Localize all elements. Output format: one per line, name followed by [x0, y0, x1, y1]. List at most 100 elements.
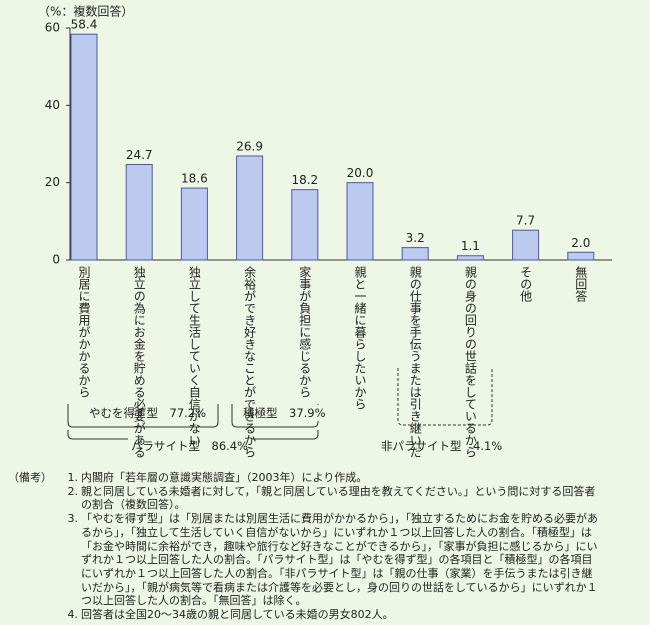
annotation: 積極型 37.9% [240, 405, 329, 421]
note-text: つ以上回答した人の割合。「無回答」は除く。 [81, 594, 307, 608]
note-row: 2. 親と同居している未婚者に対して，「親と同居している理由を教えてください。」と… [8, 485, 598, 499]
y-tick-label: 40 [45, 98, 60, 112]
note-number: 1. [67, 471, 79, 484]
note-row: 4. 回答者は全国20～34歳の親と同居している未婚の男女802人。 [8, 608, 598, 622]
x-tick-label-line: 親の身の回りの [463, 266, 478, 350]
x-tick-label: 親の仕事を手伝う または引き継いだ [405, 266, 425, 458]
note-text: いだから」，「親が病気等で看病または介護等を必要とし，身の回りの世話をしているか… [81, 580, 598, 594]
y-tick-label: 20 [45, 175, 60, 189]
x-tick-label-line: 親と一緒に暮らしたいから [353, 266, 367, 410]
value-label: 1.1 [461, 239, 480, 253]
bar [346, 182, 374, 261]
spacer [8, 608, 60, 622]
bar [567, 251, 595, 261]
note-number [60, 526, 81, 540]
value-label: 7.7 [516, 214, 535, 228]
spacer [8, 512, 60, 526]
value-label: 18.2 [291, 173, 318, 187]
value-label: 24.7 [126, 148, 153, 162]
x-tick-label-line: または引き継いだ [408, 362, 423, 458]
note-row: の割合（複数回答）。 [8, 498, 598, 512]
x-tick-label-line: お金を貯める必要がある [132, 326, 147, 458]
x-tick-label-line: 自信がない [187, 386, 202, 446]
note-text: ずれか１つ以上回答した人の割合。「パラサイト型」は「やむを得ず型」の各項目と「積… [81, 553, 593, 567]
bar [456, 255, 484, 261]
x-tick-label-line: 世話をしているから [463, 350, 478, 458]
note-number [60, 540, 81, 554]
note-number [60, 594, 81, 608]
y-tick-label: 60 [45, 21, 60, 35]
bar [180, 187, 208, 261]
note-row: 3. 「やむを得ず型」は「別居または別居生活に費用がかかるから」，「独立するために… [8, 512, 599, 526]
value-label: 3.2 [406, 231, 425, 245]
bar [125, 163, 153, 261]
spacer [8, 581, 60, 595]
chart: （%：複数回答） 0 20 40 60 58.4 24.7 18.6 26.9 18.2 20.0… [38, 4, 612, 440]
bracket [231, 404, 319, 428]
note-row: るから」，「独立して生活していく自信がないから」にいずれか１つ以上回答した人の割… [8, 526, 598, 540]
bar [70, 33, 98, 261]
x-tick-label: 親と一緒に暮らしたいから [350, 266, 370, 410]
annotation: やむを得ず型 77.2% [86, 405, 210, 421]
note-text: 内閣府「若年層の意識実態調査」（2003年）により作成。 [81, 471, 368, 484]
note-row: いだから」，「親が病気等で看病または介護等を必要とし，身の回りの世話をしているか… [8, 581, 598, 595]
note-row: にいずれか１つ以上回答した人の割合。「非パラサイト型」は「親の仕事（家業）を手伝… [8, 567, 598, 581]
note-row: 1. 内閣府「若年層の意識実態調査」（2003年）により作成。 [8, 471, 598, 485]
x-tick-label: 余裕ができ好きなことが できるから [240, 266, 260, 458]
x-tick-label: 独立の為に お金を貯める必要がある [129, 266, 149, 458]
x-tick-label-line: 家事が負担に [297, 266, 312, 338]
spacer [8, 526, 60, 540]
x-tick-label-line: 独立の為に [132, 266, 147, 326]
value-label: 2.0 [571, 236, 590, 250]
note-text: 「お金や時間に余裕ができ，趣味や旅行など好きなことができるから」，「家事が負担に… [81, 539, 598, 553]
bar [512, 229, 540, 261]
x-tick-label-line: 別居に費用がかかるから [77, 266, 91, 398]
x-tick-label: 別居に費用がかかるから [74, 266, 94, 398]
value-label: 26.9 [236, 139, 263, 153]
note-text: にいずれか１つ以上回答した人の割合。「非パラサイト型」は「親の仕事（家業）を手伝… [81, 566, 593, 580]
y-tick-label: 0 [52, 253, 60, 267]
spacer [8, 498, 60, 512]
annotation: パラサイト型 86.4% [128, 438, 252, 454]
spacer [8, 553, 60, 567]
note-number: 4. [67, 608, 79, 622]
value-label: 58.4 [71, 18, 98, 32]
x-tick-label: 家事が負担に 感じるから [295, 266, 315, 398]
spacer [8, 594, 60, 608]
note-text: 回答者は全国20～34歳の親と同居している未婚の男女802人。 [81, 608, 394, 622]
bar [291, 189, 319, 261]
x-tick-label: 親の身の回りの 世話をしているから [460, 266, 480, 458]
notes-label: （備考） [8, 471, 52, 484]
note-number [60, 567, 81, 581]
note-text: 「やむを得ず型」は「別居または別居生活に費用がかかるから」，「独立するためにお金… [81, 512, 598, 526]
x-tick-label-line: 独立して生活していく [187, 266, 202, 386]
note-row: 「お金や時間に余裕ができ，趣味や旅行など好きなことができるから」，「家事が負担に… [8, 540, 598, 554]
x-tick-label: その他 [516, 266, 536, 302]
spacer [8, 485, 60, 499]
spacer [8, 567, 60, 581]
y-axis-label: （%：複数回答） [38, 4, 133, 19]
bracket [67, 404, 219, 428]
note-number: 3. [67, 512, 79, 526]
value-label: 18.6 [181, 172, 208, 186]
x-tick-label-line: その他 [518, 266, 533, 302]
notes: （備考） 1. 内閣府「若年層の意識実態調査」（2003年）により作成。 2. 親と同居… [8, 471, 598, 622]
note-number [60, 581, 81, 595]
x-tick-label: 独立して生活していく 自信がない [184, 266, 204, 446]
note-text: 親と同居している未婚者に対して，「親と同居している理由を教えてください。」という… [81, 484, 596, 498]
annotation: 非パラサイト型 4.1% [378, 438, 506, 454]
note-number [60, 553, 81, 567]
note-number [60, 498, 81, 512]
bracket [397, 368, 493, 426]
note-text: の割合（複数回答）。 [81, 498, 186, 512]
x-tick-label-line: できるから [242, 398, 257, 458]
bar [401, 247, 429, 261]
x-tick-label-line: 余裕ができ好きなことが [242, 266, 257, 398]
x-tick-label-line: 無回答 [573, 266, 588, 302]
note-text: るから」，「独立して生活していく自信がないから」にいずれか１つ以上回答した人の割… [81, 525, 592, 539]
x-tick-label: 無回答 [571, 266, 591, 302]
note-number: 2. [67, 484, 79, 498]
bar [236, 155, 264, 261]
x-tick-label-line: 親の仕事を手伝う [408, 266, 423, 362]
